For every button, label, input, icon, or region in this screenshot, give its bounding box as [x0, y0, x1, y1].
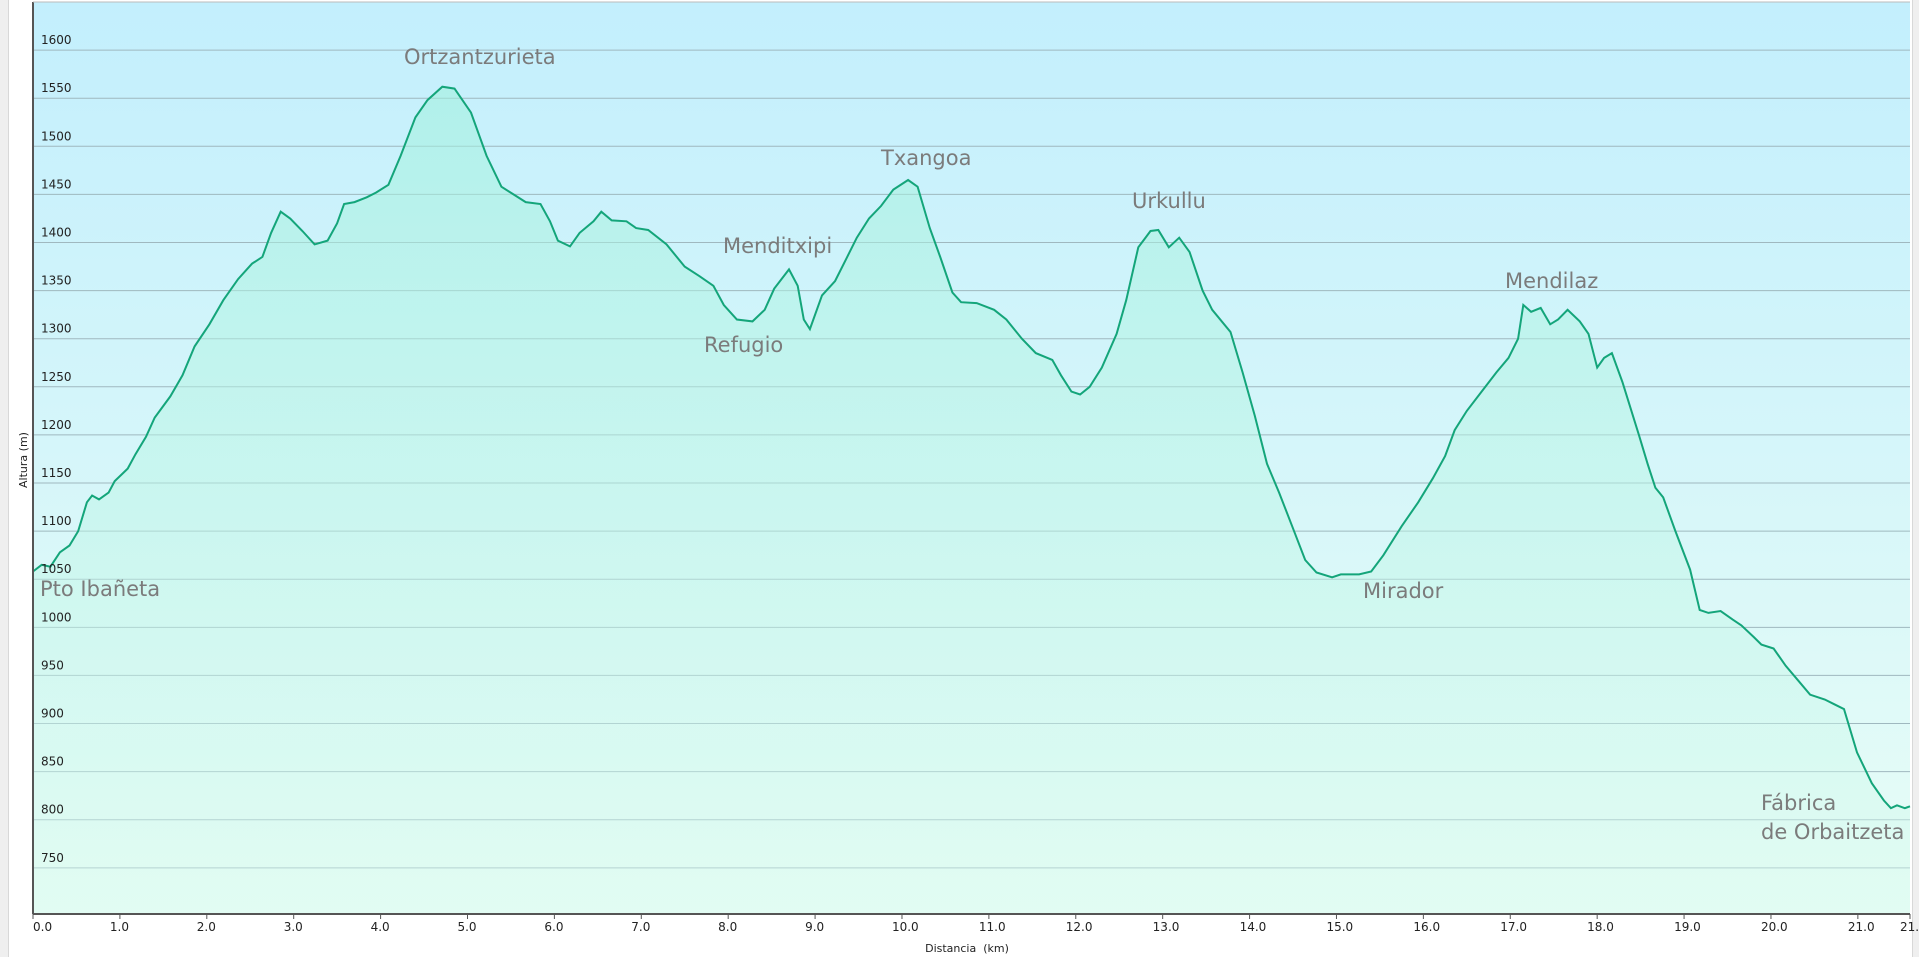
- x-tick-label: 21.6: [1900, 920, 1919, 934]
- annotation-pto-ibaneta: Pto Ibañeta: [40, 577, 160, 601]
- x-tick-label: 15.0: [1326, 920, 1353, 934]
- x-tick-label: 10.0: [892, 920, 919, 934]
- annotation-urkullu: Urkullu: [1132, 189, 1206, 213]
- y-tick-label: 1150: [41, 466, 72, 480]
- x-tick-label: 18.0: [1587, 920, 1614, 934]
- x-tick-label: 14.0: [1240, 920, 1267, 934]
- x-tick-label: 7.0: [631, 920, 650, 934]
- annotation-menditxipi: Menditxipi: [723, 234, 832, 258]
- y-tick-label: 800: [41, 803, 64, 817]
- y-tick-label: 950: [41, 658, 64, 672]
- y-tick-label: 900: [41, 707, 64, 721]
- x-tick-label: 0.0: [33, 920, 52, 934]
- x-tick-label: 8.0: [718, 920, 737, 934]
- x-tick-label: 16.0: [1413, 920, 1440, 934]
- x-tick-label: 21.0: [1848, 920, 1875, 934]
- y-tick-label: 1000: [41, 610, 72, 624]
- x-tick-label: 2.0: [197, 920, 216, 934]
- y-axis-label: Altura (m): [17, 432, 30, 488]
- x-tick-label: 3.0: [284, 920, 303, 934]
- x-tick-label: 17.0: [1500, 920, 1527, 934]
- x-tick-label: 11.0: [979, 920, 1006, 934]
- y-tick-label: 1050: [41, 562, 72, 576]
- x-tick-label: 1.0: [110, 920, 129, 934]
- x-tick-label: 6.0: [544, 920, 563, 934]
- y-tick-label: 1450: [41, 177, 72, 191]
- annotation-mendilaz: Mendilaz: [1505, 269, 1598, 293]
- y-tick-label: 1250: [41, 370, 72, 384]
- y-tick-label: 1200: [41, 418, 72, 432]
- x-tick-label: 4.0: [371, 920, 390, 934]
- x-tick-label: 20.0: [1761, 920, 1788, 934]
- annotation-txangoa: Txangoa: [880, 146, 971, 170]
- window-right-border: [1912, 0, 1919, 957]
- elevation-line: [32, 85, 1911, 810]
- y-tick-label: 1350: [41, 274, 72, 288]
- y-tick-label: 1500: [41, 129, 72, 143]
- x-tick-label: 5.0: [457, 920, 476, 934]
- x-tick-label: 13.0: [1153, 920, 1180, 934]
- y-tick-label: 1400: [41, 226, 72, 240]
- y-tick-label: 1300: [41, 322, 72, 336]
- y-tick-label: 1550: [41, 81, 72, 95]
- annotation-fabrica: Fábrica: [1761, 791, 1836, 815]
- x-tick-label: 9.0: [805, 920, 824, 934]
- annotation-de-orbaitzeta: de Orbaitzeta: [1761, 820, 1904, 844]
- y-tick-label: 850: [41, 755, 64, 769]
- x-tick-label: 12.0: [1066, 920, 1093, 934]
- elevation-area-fill: [33, 86, 1910, 914]
- annotation-mirador: Mirador: [1363, 579, 1444, 603]
- y-tick-label: 1100: [41, 514, 72, 528]
- y-tick-label: 750: [41, 851, 64, 865]
- window-left-border: [0, 0, 9, 957]
- annotation-refugio: Refugio: [704, 333, 783, 357]
- x-axis-label: Distancia (km): [925, 942, 1009, 955]
- annotation-ortzantzurieta: Ortzantzurieta: [404, 45, 556, 69]
- y-tick-label: 1600: [41, 33, 72, 47]
- x-tick-label: 19.0: [1674, 920, 1701, 934]
